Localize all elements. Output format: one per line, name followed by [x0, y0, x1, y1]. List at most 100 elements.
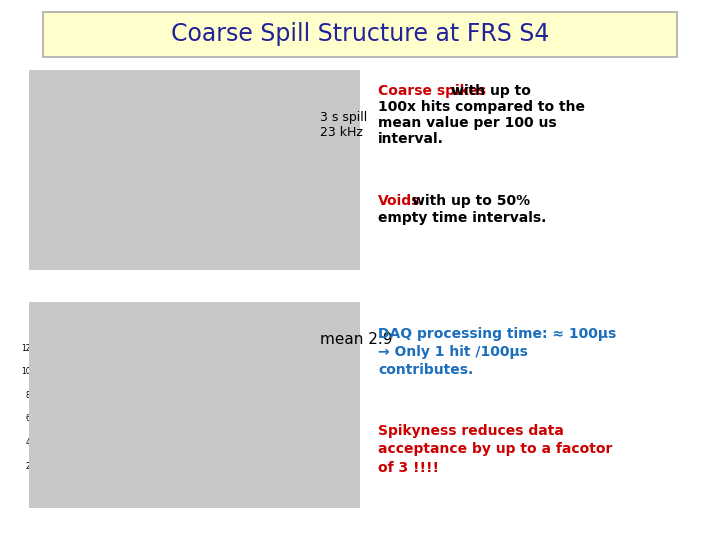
- Bar: [161, 185, 162, 251]
- Bar: [268, 214, 269, 251]
- Bar: [89, 217, 91, 251]
- Bar: [150, 216, 151, 251]
- Bar: [86, 218, 87, 251]
- Bar: [305, 244, 306, 251]
- Bar: [214, 219, 215, 251]
- Bar: [64, 225, 65, 251]
- Bar: [253, 191, 255, 251]
- Bar: [220, 218, 221, 251]
- Bar: [72, 157, 73, 251]
- Bar: [106, 210, 107, 251]
- Bar: [300, 232, 301, 251]
- Bar: [111, 224, 112, 251]
- Bar: [223, 207, 224, 251]
- Bar: [150, 193, 151, 251]
- Bar: [166, 220, 168, 251]
- Bar: [190, 200, 191, 251]
- Bar: [263, 221, 264, 251]
- Bar: [118, 220, 119, 251]
- Bar: [139, 216, 140, 251]
- Bar: [183, 199, 184, 251]
- Bar: [302, 240, 303, 251]
- Bar: [99, 220, 101, 251]
- Bar: [127, 206, 128, 251]
- Bar: [298, 241, 299, 251]
- Bar: [168, 198, 169, 251]
- Bar: [154, 220, 155, 251]
- Bar: [87, 204, 89, 251]
- Bar: [261, 225, 262, 251]
- Bar: [261, 207, 262, 251]
- Bar: [98, 225, 99, 251]
- Bar: [271, 201, 272, 251]
- Bar: [289, 239, 291, 251]
- Bar: [264, 202, 265, 251]
- Bar: [73, 228, 74, 251]
- Bar: [163, 110, 164, 251]
- Bar: [89, 231, 91, 251]
- Bar: [146, 200, 147, 251]
- Bar: [135, 201, 137, 251]
- Bar: [128, 197, 130, 251]
- Bar: [274, 155, 275, 251]
- Bar: [179, 208, 180, 251]
- Bar: [199, 202, 200, 251]
- Bar: [120, 200, 121, 251]
- Bar: [65, 234, 66, 251]
- Bar: [296, 233, 297, 251]
- Bar: [178, 192, 179, 251]
- Bar: [204, 223, 205, 251]
- Bar: [306, 248, 307, 251]
- Bar: [182, 221, 183, 251]
- Bar: [121, 224, 122, 251]
- Bar: [227, 203, 228, 251]
- Bar: [193, 133, 194, 251]
- Bar: [101, 204, 102, 251]
- Bar: [168, 219, 169, 251]
- Bar: [123, 159, 125, 251]
- Bar: [105, 222, 106, 251]
- Bar: [293, 241, 294, 251]
- Text: Voids: Voids: [378, 194, 420, 208]
- Bar: [219, 201, 220, 251]
- Bar: [193, 180, 194, 251]
- Bar: [58, 243, 60, 251]
- Bar: [143, 222, 144, 251]
- Bar: [114, 209, 115, 251]
- Bar: [239, 210, 240, 251]
- Bar: [161, 211, 162, 251]
- Bar: [194, 202, 195, 251]
- Bar: [234, 206, 235, 251]
- Bar: [182, 201, 183, 251]
- Bar: [188, 176, 189, 251]
- Bar: [250, 222, 251, 251]
- Bar: [108, 223, 109, 251]
- Bar: [241, 228, 243, 251]
- Bar: [153, 187, 154, 251]
- Bar: [210, 195, 212, 251]
- Bar: [180, 217, 181, 251]
- Bar: [178, 215, 179, 251]
- Bar: [116, 207, 117, 251]
- Bar: [263, 201, 264, 251]
- Bar: [151, 184, 152, 251]
- Bar: [171, 199, 173, 251]
- Bar: [219, 221, 220, 251]
- Bar: [284, 228, 285, 251]
- Bar: [224, 179, 225, 251]
- Bar: [78, 198, 79, 251]
- Bar: [216, 183, 217, 251]
- Bar: [217, 187, 219, 251]
- Bar: [225, 206, 226, 251]
- Bar: [232, 227, 233, 251]
- Bar: [307, 226, 308, 251]
- Bar: [102, 200, 103, 251]
- Bar: [144, 220, 145, 251]
- Bar: [75, 236, 76, 251]
- Bar: [70, 239, 71, 251]
- Bar: [267, 210, 268, 251]
- Bar: [257, 222, 258, 251]
- Bar: [113, 223, 114, 251]
- Bar: [282, 234, 284, 251]
- Bar: [68, 233, 69, 251]
